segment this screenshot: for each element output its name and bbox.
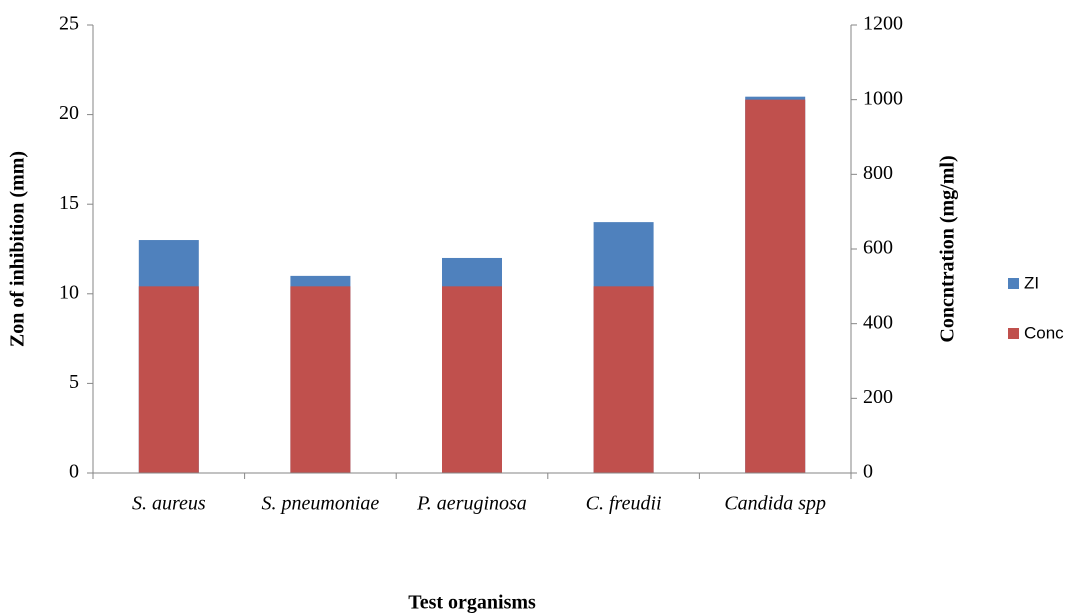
x-tick-label: P. aeruginosa: [416, 493, 527, 515]
y2-tick-label: 1000: [863, 87, 903, 109]
y-tick-label: 5: [69, 371, 79, 393]
y-tick-label: 25: [59, 13, 79, 35]
bar: [593, 286, 654, 473]
x-tick-label: C. freudii: [586, 493, 662, 515]
y2-tick-label: 600: [863, 237, 893, 259]
legend-swatch: [1008, 328, 1019, 339]
bar: [290, 286, 351, 473]
y2-tick-label: 200: [863, 386, 893, 408]
legend-label: ZI: [1024, 273, 1039, 292]
bar: [442, 286, 502, 473]
x-tick-label: Candida spp: [724, 493, 826, 515]
y2-tick-label: 800: [863, 162, 893, 184]
y-tick-label: 0: [69, 461, 79, 483]
y-tick-label: 10: [59, 281, 79, 303]
y2-tick-label: 1200: [863, 13, 903, 35]
y-tick-label: 20: [59, 102, 79, 124]
y2-tick-label: 400: [863, 311, 893, 333]
bar: [745, 99, 806, 474]
y2-tick-label: 0: [863, 461, 873, 483]
y2-axis-label: Concntration (mg/ml): [937, 155, 959, 342]
bar: [138, 286, 199, 473]
legend-swatch: [1008, 278, 1019, 289]
x-tick-label: S. aureus: [132, 493, 206, 515]
y-tick-label: 15: [59, 192, 79, 214]
y-axis-label: Zon of inhibition (mm): [7, 151, 29, 347]
x-tick-label: S. pneumoniae: [262, 493, 380, 515]
legend-label: Conc: [1024, 323, 1064, 342]
x-axis-label: Test organisms: [408, 592, 536, 614]
